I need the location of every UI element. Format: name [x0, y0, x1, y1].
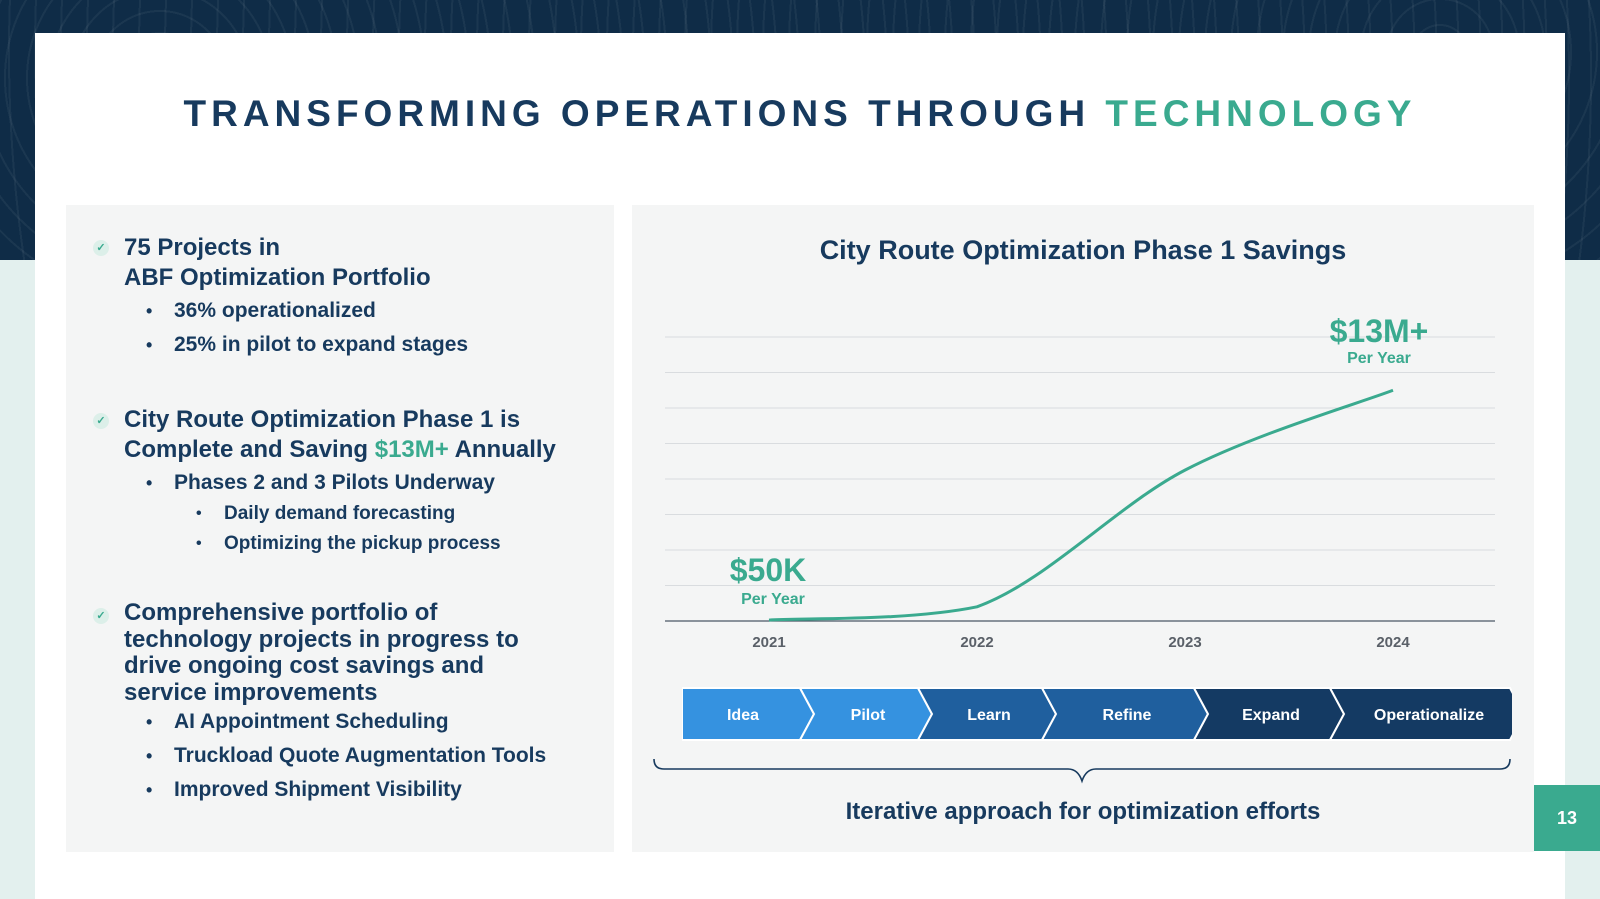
savings-highlight: $13M+ — [374, 436, 449, 463]
process-caption: Iterative approach for optimization effo… — [845, 798, 1321, 825]
x-tick-label: 2024 — [1376, 634, 1410, 651]
check-icon: ✓ — [93, 608, 109, 624]
process-step-expand: Expand — [1192, 687, 1346, 741]
check-icon: ✓ — [93, 413, 109, 429]
section-3-heading-line: drive ongoing cost savings and — [124, 652, 485, 679]
bullet-item: 25% in pilot to expand stages — [146, 332, 468, 358]
section-1-heading-line: ABF Optimization Portfolio — [124, 264, 431, 291]
bullet-item: Improved Shipment Visibility — [146, 777, 462, 803]
bullet-item: Truckload Quote Augmentation Tools — [146, 743, 546, 769]
section-3-heading: Comprehensive portfolio of technology pr… — [124, 599, 594, 706]
process-step-label: Expand — [1242, 707, 1300, 724]
section-2-text-post: Annually — [454, 436, 556, 463]
savings-line — [768, 388, 1394, 622]
sub-bullet-item: Daily demand forecasting — [196, 502, 455, 526]
slide-title: TRANSFORMING OPERATIONS THROUGH TECHNOLO… — [0, 93, 1600, 135]
process-step-label: Operationalize — [1374, 707, 1484, 724]
bullet-item: Phases 2 and 3 Pilots Underway — [146, 470, 495, 496]
process-flow: Idea Pilot Learn Refine Expand Operationalize — [682, 687, 1512, 741]
bullet-item: AI Appointment Scheduling — [146, 709, 449, 735]
page-number: 13 — [1534, 785, 1600, 851]
process-step-pilot: Pilot — [798, 687, 934, 741]
annotation-start-sub: Per Year — [741, 591, 805, 608]
chart-title: City Route Optimization Phase 1 Savings — [819, 235, 1347, 265]
annotation-end-value: $13M+ — [1330, 313, 1429, 349]
process-step-operationalize: Operationalize — [1328, 687, 1512, 741]
section-2-heading-line: Complete and Saving $13M+ Annually — [124, 435, 604, 465]
process-step-label: Refine — [1103, 707, 1152, 724]
sub-bullet-item: Optimizing the pickup process — [196, 532, 501, 556]
check-icon: ✓ — [93, 240, 109, 256]
process-step-idea: Idea — [682, 687, 816, 741]
bullet-item: 36% operationalized — [146, 298, 376, 324]
section-1-heading: 75 Projects in ABF Optimization Portfoli… — [124, 233, 594, 293]
section-2-text-pre: Complete and Saving — [124, 436, 369, 463]
process-step-shape — [1328, 687, 1512, 741]
x-tick-label: 2022 — [960, 634, 993, 651]
process-step-learn: Learn — [916, 687, 1058, 741]
process-step-label: Pilot — [851, 707, 886, 724]
annotation-end-sub: Per Year — [1347, 350, 1411, 367]
x-tick-label: 2023 — [1168, 634, 1201, 651]
section-3-heading-line: Comprehensive portfolio of — [124, 599, 438, 626]
x-tick-label: 2021 — [752, 634, 785, 651]
section-3-heading-line: technology projects in progress to — [124, 625, 519, 653]
process-bracket — [653, 758, 1511, 784]
process-step-refine: Refine — [1040, 687, 1210, 741]
title-main: TRANSFORMING OPERATIONS THROUGH — [183, 93, 1091, 134]
annotation-start-value: $50K — [730, 552, 807, 588]
section-2-heading-line: City Route Optimization Phase 1 is — [124, 406, 521, 433]
section-3-heading-line: service improvements — [124, 678, 378, 706]
section-2-heading: City Route Optimization Phase 1 is Compl… — [124, 405, 604, 465]
left-panel: ✓ 75 Projects in ABF Optimization Portfo… — [66, 205, 614, 852]
process-step-label: Learn — [967, 707, 1011, 724]
title-accent: TECHNOLOGY — [1105, 93, 1417, 134]
chart-panel: City Route Optimization Phase 1 Savings … — [632, 205, 1534, 852]
section-1-heading-line: 75 Projects in — [124, 234, 281, 261]
process-step-label: Idea — [727, 707, 759, 724]
